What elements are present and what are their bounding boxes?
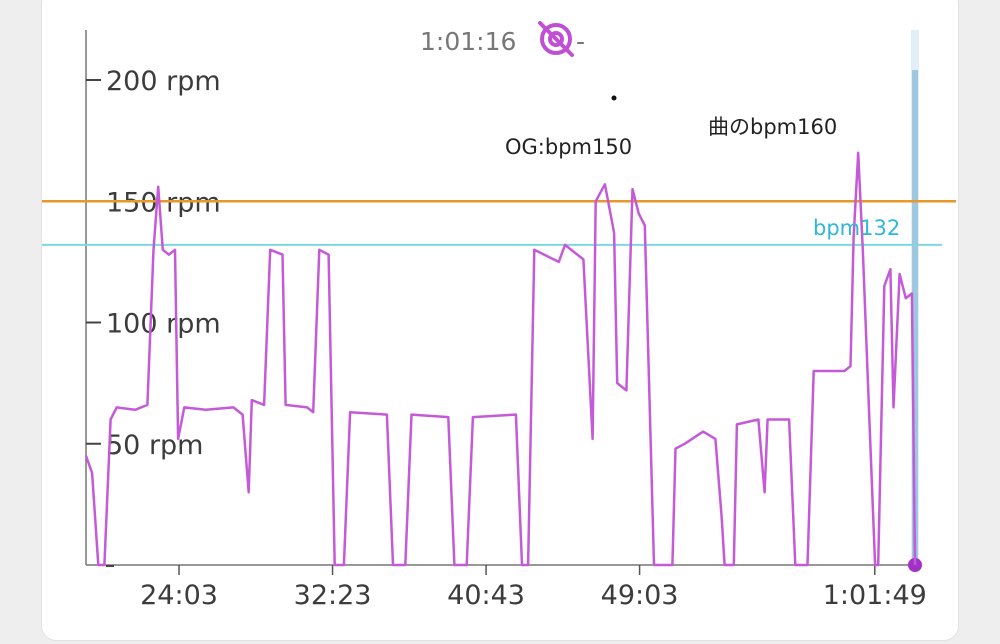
x-tick-label: 49:03 — [601, 580, 679, 611]
cadence-series-line — [84, 151, 917, 567]
series-layer — [84, 151, 917, 567]
y-tick-label: 150 rpm — [106, 187, 221, 218]
annotation-song-bpm: 曲のbpm160 — [708, 115, 837, 139]
annotation-og-bpm: OG:bpm150 — [505, 135, 632, 159]
x-tick-label: 32:23 — [294, 580, 372, 611]
target-off-icon[interactable] — [538, 21, 574, 57]
y-tick-label: 100 rpm — [106, 309, 221, 340]
chart-card: 1:01:16 - 200 rpm 150 rpm 100 rpm 50 rpm 24… — [42, 0, 958, 640]
reference-lines — [42, 200, 956, 246]
cadence-chart[interactable]: 1:01:16 - 200 rpm 150 rpm 100 rpm 50 rpm 24… — [42, 0, 958, 640]
y-ticks: 200 rpm 150 rpm 100 rpm 50 rpm — [86, 66, 221, 461]
header-suffix: - — [576, 27, 585, 56]
x-tick-label: 1:01:49 — [823, 580, 927, 611]
reference-line-label: bpm132 — [813, 216, 900, 240]
x-tick-label: 40:43 — [447, 580, 525, 611]
current-time: 1:01:16 — [420, 27, 516, 56]
x-ticks: 24:03 32:23 40:43 49:03 1:01:49 — [140, 565, 927, 611]
cursor-bar — [912, 70, 918, 565]
y-tick-label: 200 rpm — [106, 66, 221, 97]
x-tick-label: 24:03 — [140, 580, 218, 611]
dot-marker — [611, 95, 617, 101]
y-tick-label: 50 rpm — [106, 430, 203, 461]
